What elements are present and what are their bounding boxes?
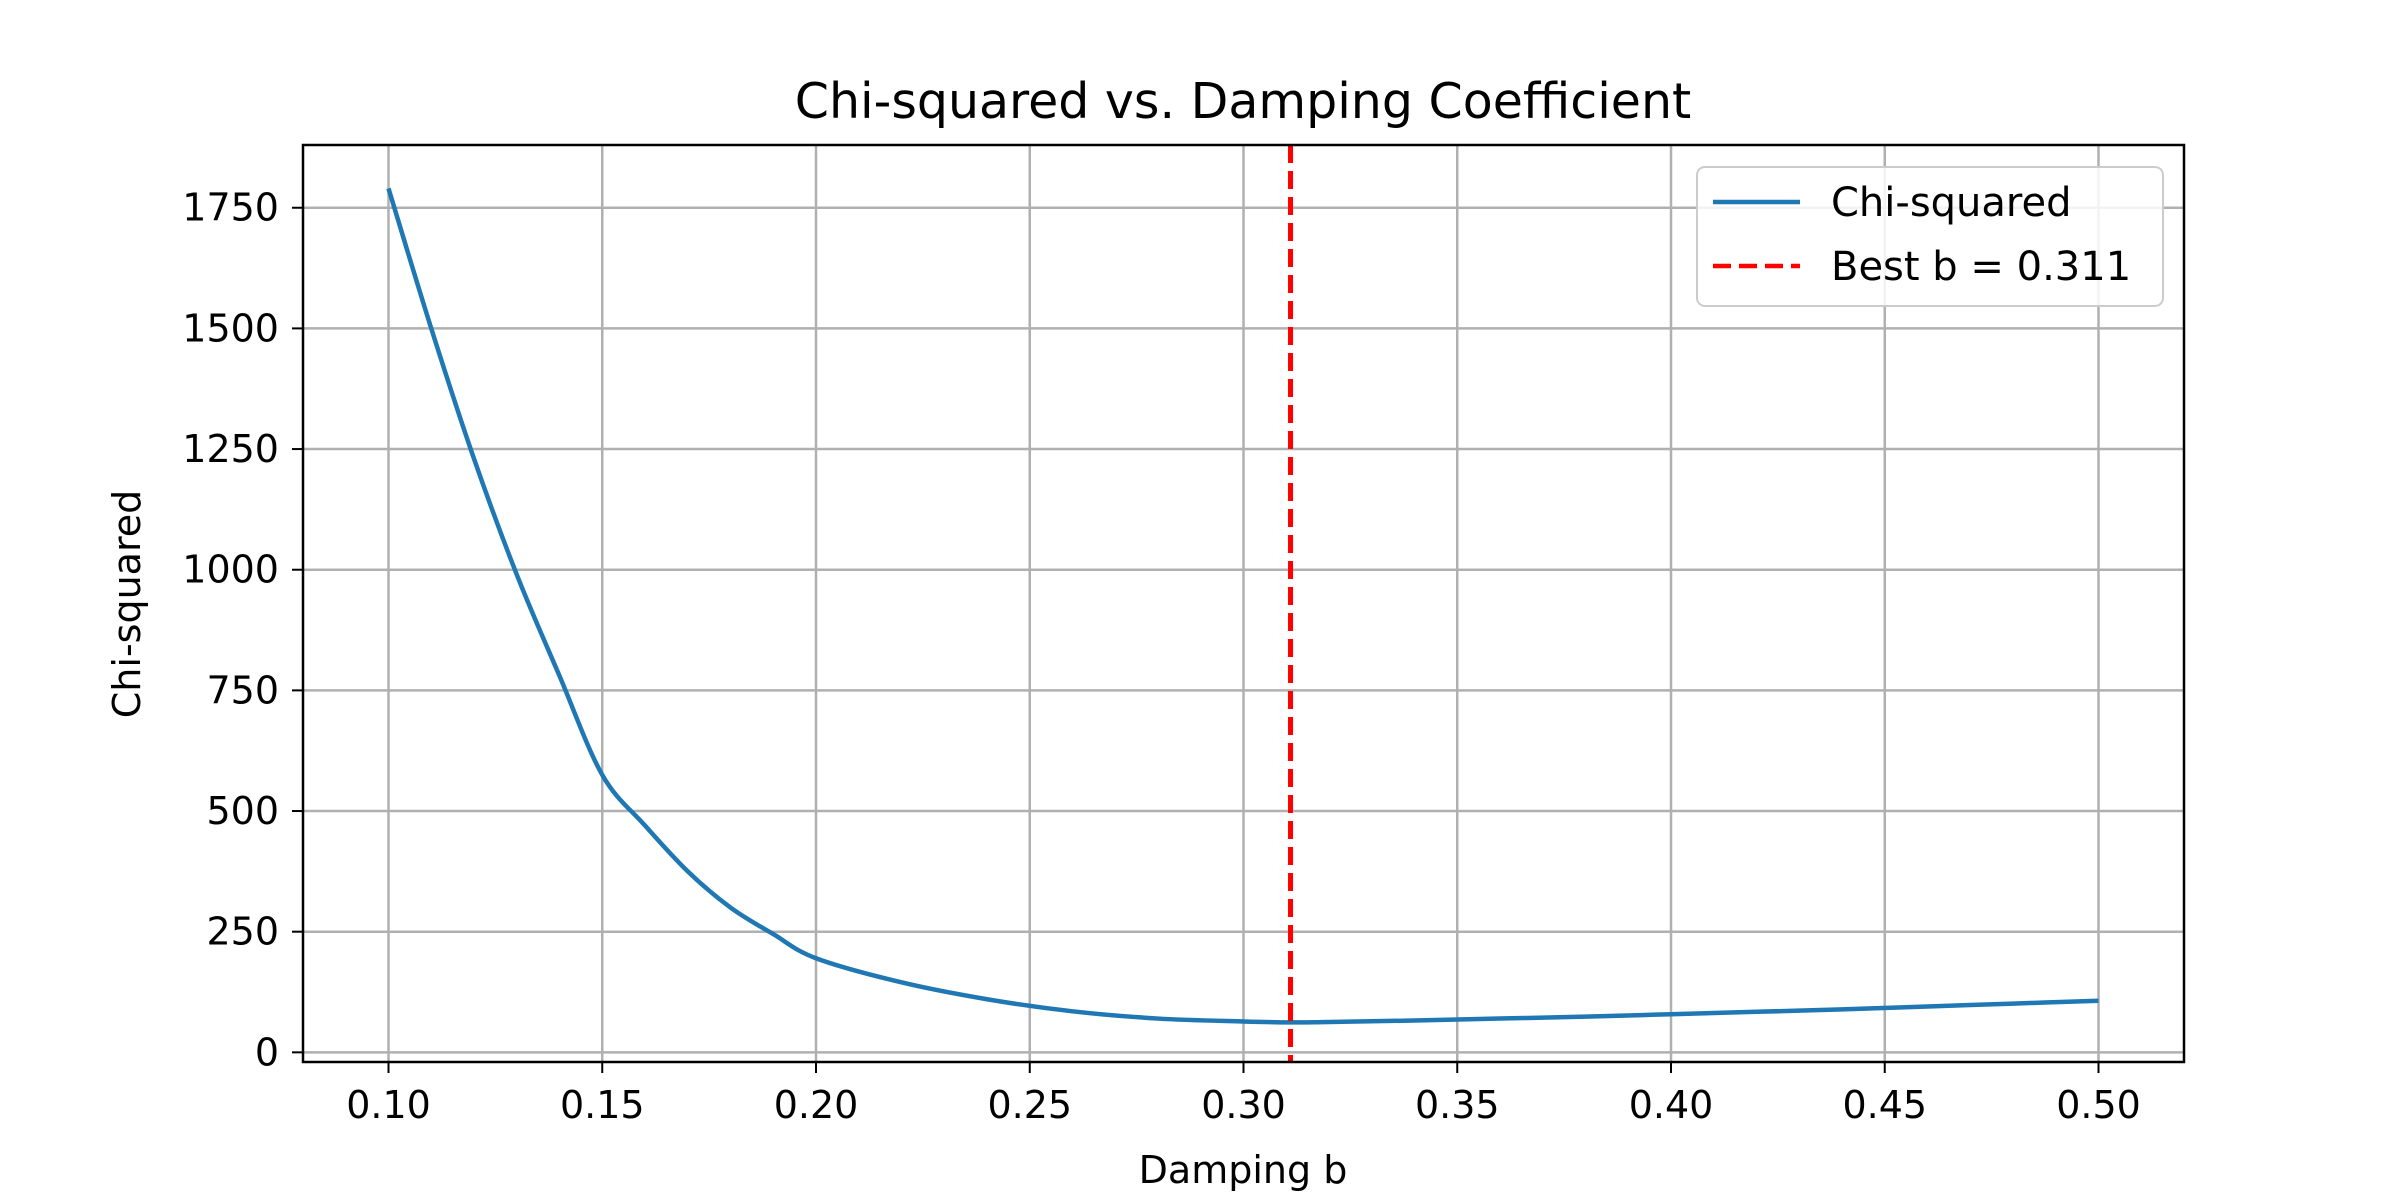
y-tick-label: 1250 (182, 427, 279, 471)
legend-label-best-b: Best b = 0.311 (1831, 244, 2131, 290)
y-tick-label: 1000 (182, 548, 279, 592)
y-tick-label: 1750 (182, 186, 279, 230)
y-tick-label: 750 (206, 668, 279, 712)
x-tick-label: 0.15 (560, 1083, 645, 1127)
y-tick-label: 250 (206, 910, 279, 954)
plot-area (386, 145, 2099, 1062)
x-tick-label: 0.50 (2056, 1083, 2141, 1127)
chart-title: Chi-squared vs. Damping Coefficient (795, 73, 1691, 130)
grid (303, 145, 2184, 1062)
x-tick-label: 0.25 (987, 1083, 1072, 1127)
legend-label-chi-squared: Chi-squared (1831, 180, 2072, 226)
x-tick-label: 0.45 (1842, 1083, 1927, 1127)
x-axis-label: Damping b (1139, 1148, 1348, 1192)
y-tick-label: 500 (206, 789, 279, 833)
legend-box (1696, 166, 2164, 307)
x-tick-label: 0.35 (1415, 1083, 1500, 1127)
y-tick-label: 0 (255, 1030, 279, 1074)
x-tick-label: 0.10 (346, 1083, 431, 1127)
x-axis: 0.10 0.15 0.20 0.25 0.30 0.35 0.40 0.45 0.50 (346, 1062, 2141, 1127)
x-tick-label: 0.40 (1629, 1083, 1714, 1127)
x-tick-label: 0.20 (774, 1083, 859, 1127)
y-tick-label: 1500 (182, 306, 279, 350)
series-line-chi-squared (386, 187, 2099, 1025)
x-tick-label: 0.30 (1201, 1083, 1286, 1127)
y-axis: 0 250 500 750 1000 1250 1500 1750 (182, 186, 303, 1074)
legend: Chi-squared Best b = 0.311 (1696, 166, 2164, 307)
y-axis-label: Chi-squared (105, 490, 149, 718)
